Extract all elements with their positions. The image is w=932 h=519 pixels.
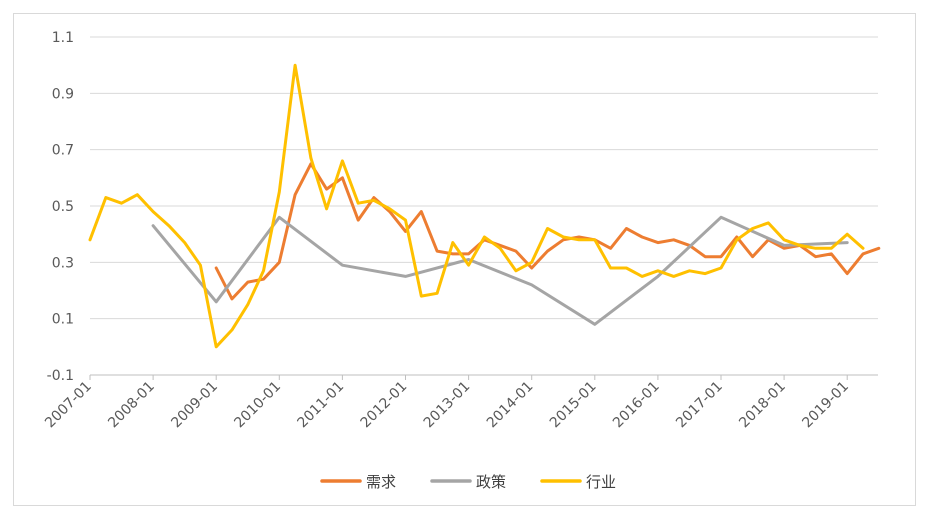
x-tick-label: 2012-01 xyxy=(358,379,411,432)
x-tick-label: 2017-01 xyxy=(673,379,726,432)
y-tick-label: 1.1 xyxy=(52,30,74,46)
y-tick-label: 0.1 xyxy=(52,312,74,328)
x-tick-label: 2009-01 xyxy=(168,379,221,432)
legend-label: 政策 xyxy=(476,473,506,491)
y-tick-label: 0.3 xyxy=(52,255,74,271)
y-tick-label: -0.1 xyxy=(47,368,74,384)
y-tick-label: 0.5 xyxy=(52,199,74,215)
x-tick-label: 2019-01 xyxy=(799,379,852,432)
x-tick-label: 2010-01 xyxy=(231,379,284,432)
x-tick-label: 2014-01 xyxy=(484,379,537,432)
series-line-2 xyxy=(151,215,849,326)
x-tick-label: 2008-01 xyxy=(105,379,158,432)
x-tick-label: 2013-01 xyxy=(421,379,474,432)
x-tick-label: 2018-01 xyxy=(736,379,789,432)
x-tick-label: 2007-01 xyxy=(42,379,95,432)
legend-label: 行业 xyxy=(586,473,616,491)
x-tick-label: 2011-01 xyxy=(295,379,348,432)
y-tick-label: 0.7 xyxy=(52,143,74,159)
x-tick-label: 2015-01 xyxy=(547,379,600,432)
x-tick-label: 2016-01 xyxy=(610,379,663,432)
legend-label: 需求 xyxy=(366,473,396,491)
y-tick-label: 0.9 xyxy=(52,86,74,102)
series-line-3 xyxy=(88,63,865,349)
